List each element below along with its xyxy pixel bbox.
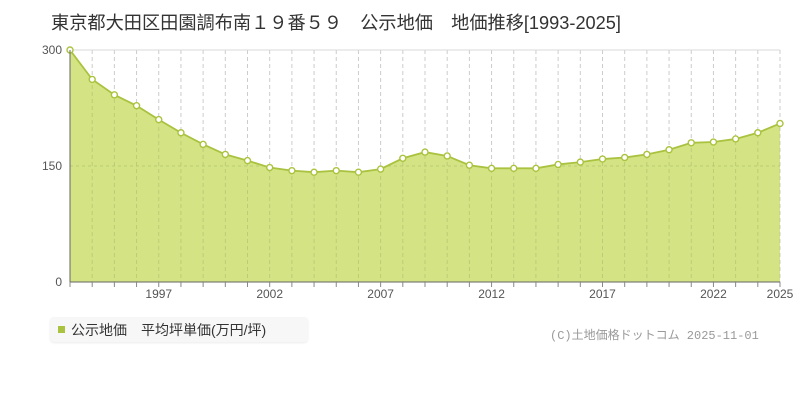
svg-text:1997: 1997 <box>145 287 172 301</box>
svg-text:2025: 2025 <box>767 287 794 301</box>
svg-text:2007: 2007 <box>367 287 394 301</box>
svg-text:300: 300 <box>42 43 62 57</box>
svg-text:150: 150 <box>42 159 62 173</box>
svg-text:2012: 2012 <box>478 287 505 301</box>
svg-text:2017: 2017 <box>589 287 616 301</box>
svg-text:0: 0 <box>55 275 62 289</box>
svg-text:2022: 2022 <box>700 287 727 301</box>
svg-text:2002: 2002 <box>256 287 283 301</box>
